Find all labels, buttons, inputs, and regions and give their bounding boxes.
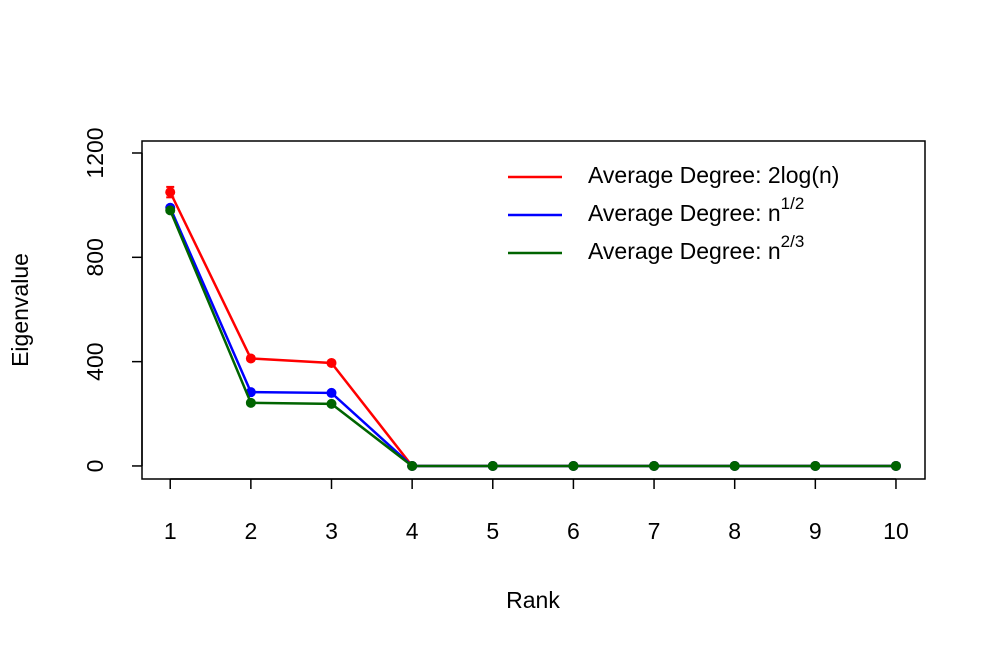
y-tick-label: 800 — [82, 238, 108, 276]
legend-superscript: 1/2 — [781, 194, 805, 213]
legend-label: Average Degree: n2/3 — [588, 232, 804, 264]
data-point — [326, 398, 337, 409]
x-tick-label: 9 — [809, 518, 822, 544]
data-point — [165, 205, 176, 216]
data-point — [165, 187, 176, 198]
x-tick-label: 6 — [567, 518, 580, 544]
legend-name: Average Degree: n — [588, 238, 781, 264]
y-tick-label: 1200 — [82, 127, 108, 178]
legend-name: Average Degree: n — [588, 200, 781, 226]
data-point — [487, 460, 498, 471]
x-tick-label: 3 — [325, 518, 338, 544]
x-tick-label: 10 — [883, 518, 909, 544]
x-tick-label: 1 — [164, 518, 177, 544]
y-tick-label: 0 — [82, 460, 108, 473]
data-point — [729, 460, 740, 471]
legend-label: Average Degree: 2log(n) — [588, 162, 839, 188]
data-point — [326, 387, 337, 398]
x-tick-label: 7 — [648, 518, 661, 544]
y-axis-label: Eigenvalue — [7, 253, 33, 367]
x-tick-label: 4 — [406, 518, 419, 544]
data-point — [326, 357, 337, 368]
series-line — [169, 209, 896, 468]
data-point — [649, 460, 660, 471]
data-point — [245, 353, 256, 364]
x-tick-label: 5 — [486, 518, 499, 544]
x-axis-label: Rank — [506, 587, 560, 613]
data-point — [890, 460, 901, 471]
legend-superscript: 2/3 — [781, 232, 805, 251]
plot-frame — [141, 140, 926, 480]
x-tick-label: 8 — [728, 518, 741, 544]
data-point — [568, 460, 579, 471]
y-tick-label: 400 — [82, 342, 108, 380]
data-point — [245, 397, 256, 408]
x-tick-label: 2 — [244, 518, 257, 544]
data-point — [810, 460, 821, 471]
legend-name: Average Degree: 2log(n) — [588, 162, 839, 188]
data-point — [407, 460, 418, 471]
legend-label: Average Degree: n1/2 — [588, 194, 804, 226]
